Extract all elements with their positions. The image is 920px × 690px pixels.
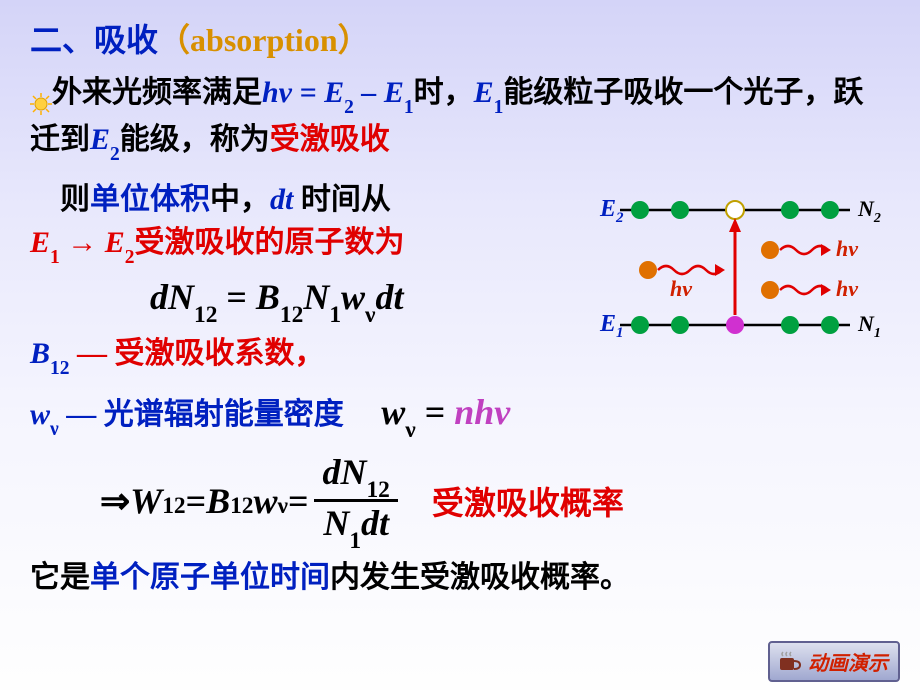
demo-label: 动画演示 [808,647,888,676]
wnu-txt: 光谱辐射能量密度 [96,398,344,431]
title-paren: （absorption） [158,22,370,58]
svg-text:hν: hν [670,276,692,301]
p1-t1: 外来光频率满足 [52,76,262,109]
p1-e2: E2 [90,123,120,156]
b12-txt: 受激吸收系数， [107,337,325,370]
p1-eq: hν = E2 – E1 [262,76,414,109]
svg-text:N2: N2 [857,196,881,226]
energy-diagram: E2 N2 E1 N1 hν hν hν [580,190,890,350]
b12-dash: — [70,337,108,370]
svg-text:E1: E1 [599,311,624,341]
coffee-icon [776,650,802,674]
svg-text:hν: hν [836,276,858,301]
last-t2: 内发生受激吸收概率。 [330,561,630,594]
p1-red: 受激吸收 [270,123,390,156]
p1-t4: 能级，称为 [120,123,270,156]
p1-e1: E1 [474,76,504,109]
wnu-dash: — [59,398,97,431]
p2-blue1: 单位体积 [90,183,210,216]
p2-t2: 中， [210,183,270,216]
paragraph-2: 则单位体积中，dt 时间从 E1 → E2受激吸收的原子数为 [30,178,580,269]
svg-text:N1: N1 [857,311,881,341]
svg-text:E2: E2 [599,196,624,226]
b12-sym: B12 [30,337,70,370]
animation-demo-button[interactable]: 动画演示 [768,641,900,682]
last-t1: 它是 [30,561,90,594]
wnu-definition: wν — 光谱辐射能量密度 wν = nhν [30,386,890,443]
section-title: 二、吸收（absorption） [30,15,890,61]
paragraph-1: 外来光频率满足hν = E2 – E1时，E1能级粒子吸收一个光子，跃迁到E2能… [30,71,890,166]
last-line: 它是单个原子单位时间内发生受激吸收概率。 [30,556,890,600]
w12-label: 受激吸收概率 [432,478,624,524]
wnu-sym: wν [30,398,59,431]
title-prefix: 二、吸收 [30,22,158,58]
p2-t1: 则 [60,183,90,216]
fraction: dN12 N1dt [314,453,397,550]
equation-w12: ⇒ W12 = B12wν = dN12 N1dt 受激吸收概率 [100,453,890,550]
p2-t4: 受激吸收的原子数为 [135,226,405,259]
p2-t3: 时间从 [293,183,391,216]
p2-dt: dt [270,183,293,216]
last-blue: 单个原子单位时间 [90,561,330,594]
svg-text:hν: hν [836,236,858,261]
wnu-equation: wν = nhν [381,392,510,432]
p2-transition: E1 → E2 [30,226,135,259]
bulb-icon [30,84,52,106]
p1-t2: 时， [414,76,474,109]
